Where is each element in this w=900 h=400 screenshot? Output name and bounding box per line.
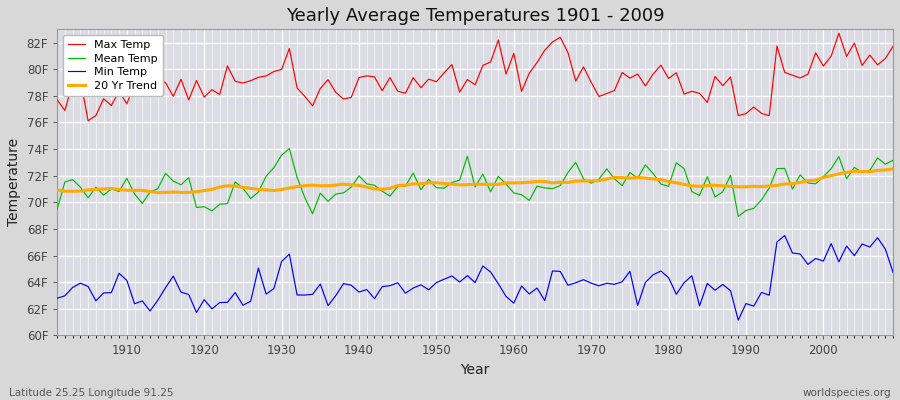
Min Temp xyxy=(500,294,511,299)
Mean Temp xyxy=(733,214,743,219)
Mean Temp xyxy=(284,146,294,151)
Max Temp xyxy=(122,102,132,106)
Mean Temp xyxy=(887,158,898,163)
Max Temp xyxy=(52,97,63,102)
Mean Temp xyxy=(508,190,519,195)
20 Yr Trend xyxy=(152,190,163,195)
Mean Temp xyxy=(338,190,349,195)
X-axis label: Year: Year xyxy=(461,363,490,377)
Min Temp xyxy=(779,233,790,238)
Mean Temp xyxy=(609,176,620,181)
Min Temp xyxy=(113,271,124,276)
Max Temp xyxy=(83,118,94,123)
Min Temp xyxy=(733,318,743,322)
Title: Yearly Average Temperatures 1901 - 2009: Yearly Average Temperatures 1901 - 2009 xyxy=(286,7,664,25)
Max Temp xyxy=(833,31,844,36)
20 Yr Trend xyxy=(113,187,124,192)
Max Temp xyxy=(516,89,526,94)
20 Yr Trend xyxy=(887,166,898,171)
Text: worldspecies.org: worldspecies.org xyxy=(803,388,891,398)
20 Yr Trend xyxy=(52,188,63,192)
Max Temp xyxy=(338,97,349,102)
20 Yr Trend xyxy=(508,180,519,185)
Min Temp xyxy=(330,293,341,298)
Line: Min Temp: Min Temp xyxy=(58,236,893,320)
Line: Mean Temp: Mean Temp xyxy=(58,148,893,216)
Text: Latitude 25.25 Longitude 91.25: Latitude 25.25 Longitude 91.25 xyxy=(9,388,174,398)
Min Temp xyxy=(508,301,519,306)
20 Yr Trend xyxy=(609,175,620,180)
20 Yr Trend xyxy=(338,182,349,186)
Line: Max Temp: Max Temp xyxy=(58,33,893,121)
Min Temp xyxy=(284,252,294,256)
Mean Temp xyxy=(516,192,526,197)
20 Yr Trend xyxy=(516,180,526,185)
Max Temp xyxy=(508,51,519,56)
Max Temp xyxy=(887,44,898,49)
Mean Temp xyxy=(52,207,63,212)
Mean Temp xyxy=(113,189,124,194)
Min Temp xyxy=(887,270,898,275)
Max Temp xyxy=(292,86,302,90)
Max Temp xyxy=(609,88,620,93)
Y-axis label: Temperature: Temperature xyxy=(7,138,21,226)
Min Temp xyxy=(52,296,63,301)
Line: 20 Yr Trend: 20 Yr Trend xyxy=(58,169,893,193)
Mean Temp xyxy=(292,175,302,180)
Legend: Max Temp, Mean Temp, Min Temp, 20 Yr Trend: Max Temp, Mean Temp, Min Temp, 20 Yr Tre… xyxy=(63,35,163,96)
Min Temp xyxy=(601,281,612,286)
20 Yr Trend xyxy=(292,184,302,189)
